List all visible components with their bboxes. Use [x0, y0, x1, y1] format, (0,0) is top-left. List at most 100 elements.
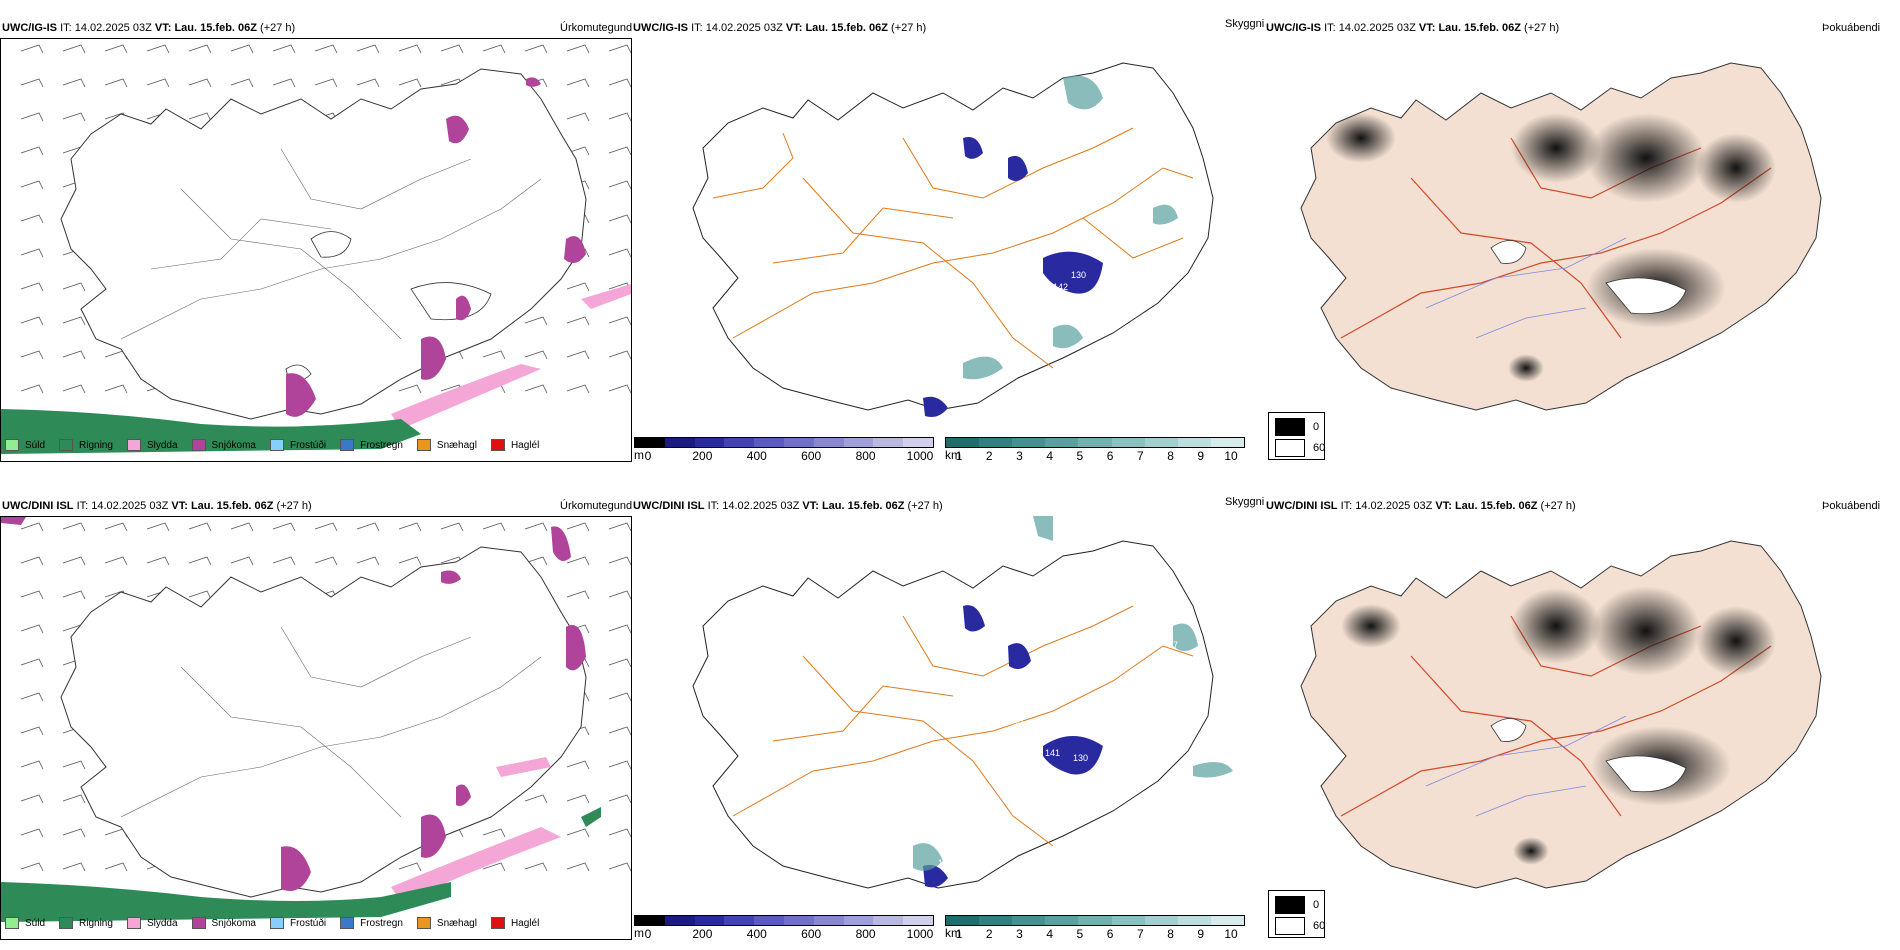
wind-barb	[566, 44, 590, 54]
wind-barb	[482, 350, 506, 360]
wind-barb	[146, 556, 170, 566]
wind-barb	[20, 862, 44, 872]
low-cloud-areas	[923, 605, 1103, 888]
wind-barb	[230, 522, 254, 532]
wind-barb	[524, 316, 548, 326]
visibility-colorbar-cells	[945, 915, 1245, 926]
colorbar-cell	[783, 916, 814, 925]
cloud-base-label: 90	[1138, 718, 1148, 728]
colorbar-cell	[1012, 438, 1046, 447]
wind-barb	[398, 862, 422, 872]
valid-time: Lau. 15.feb. 06Z	[190, 500, 274, 512]
model-name: UWC/DINI ISL	[2, 500, 74, 512]
precip-legend-swatch	[340, 917, 355, 929]
wind-barb	[482, 522, 506, 532]
row-ig-is: UWC/IG-IS IT: 14.02.2025 03Z VT: Lau. 15…	[0, 0, 1900, 470]
wind-barb	[230, 556, 254, 566]
wind-barb	[20, 282, 44, 292]
cloud-base-label: 30	[748, 603, 758, 613]
fog-indicator-map[interactable]	[1266, 38, 1900, 418]
cloud-base-label: 10	[1133, 242, 1143, 252]
visibility-cloudbase-map[interactable]: 226 195 141 157 130 90 96 30 10 11 16 177 87 30 18	[633, 516, 1263, 916]
rain-area	[1, 409, 421, 454]
wind-barb	[188, 78, 212, 88]
colorbar-cell	[903, 438, 933, 447]
colorbar-tick-label: 5	[1076, 449, 1084, 463]
cloud-base-label: 130	[1073, 753, 1088, 763]
wind-barb	[20, 828, 44, 838]
wind-barb	[20, 522, 44, 532]
precip-legend-label: Snæhagl	[436, 917, 477, 929]
wind-barb	[62, 760, 86, 770]
wind-barb	[188, 522, 212, 532]
colorbar-cell	[694, 916, 725, 925]
precip-legend-label: Frostúði	[289, 439, 327, 451]
wind-barb	[62, 590, 86, 600]
wind-barb	[356, 78, 380, 88]
precip-legend-label: Súld	[25, 917, 46, 929]
precip-legend-label: Frostregn	[360, 439, 403, 451]
colorbar-cell	[1144, 438, 1178, 447]
colorbar-tick-label: 600	[801, 927, 822, 941]
colorbar-tick-label: 4	[1046, 449, 1053, 463]
fog-indicator-map[interactable]	[1266, 516, 1900, 896]
wind-barb	[608, 112, 631, 122]
fog-header: UWC/IG-IS IT: 14.02.2025 03Z VT: Lau. 15…	[1266, 22, 1560, 34]
wind-barb	[524, 522, 548, 532]
wind-barb	[272, 78, 296, 88]
colorbar-cell	[979, 438, 1013, 447]
wind-barb	[20, 590, 44, 600]
colorbar-tick-label: 1000	[906, 927, 934, 941]
precip-legend-label: Slydda	[146, 439, 178, 451]
precip-header: UWC/DINI ISL IT: 14.02.2025 03Z VT: Lau.…	[2, 500, 312, 512]
wind-barb	[20, 658, 44, 668]
wind-barb	[608, 658, 631, 668]
wind-barb	[272, 522, 296, 532]
wind-barb	[62, 862, 86, 872]
precip-legend-item: Snæhagl	[416, 917, 477, 929]
precip-type-map[interactable]: Súld Rigning Slydda Snjókoma Frostúði Frostre…	[0, 38, 632, 462]
wind-barb	[20, 384, 44, 394]
wind-barb	[608, 316, 631, 326]
wind-barb	[566, 316, 590, 326]
colorbar-cell	[664, 916, 695, 925]
precip-legend-item: Frostúði	[269, 917, 326, 929]
colorbar-tick-label: 7	[1136, 927, 1144, 941]
wind-barb	[62, 522, 86, 532]
wind-barb	[398, 384, 422, 394]
wind-barb	[566, 556, 590, 566]
precip-legend: Súld Rigning Slydda Snjókoma Frostúði Frostre…	[5, 439, 553, 451]
precip-map-svg	[1, 44, 631, 454]
snow-areas	[286, 77, 586, 417]
wind-barb	[440, 44, 464, 54]
wind-barb	[20, 760, 44, 770]
snow-areas	[1, 517, 586, 891]
visibility-cloudbase-map[interactable]: 164 86 142 130 106 122 72 38 77 10 10 22 29 19 10 13	[633, 38, 1263, 438]
lead-time: (+27 h)	[260, 22, 296, 34]
precip-legend-item: Haglél	[490, 439, 540, 451]
precip-legend-label: Haglél	[510, 439, 540, 451]
wind-barb	[62, 794, 86, 804]
precip-legend-label: Rigning	[79, 917, 113, 929]
wind-barb	[398, 44, 422, 54]
colorbar-cell	[843, 438, 874, 447]
wind-barb	[608, 828, 631, 838]
precip-type-map[interactable]: Súld Rigning Slydda Snjókoma Frostúði Frostre…	[0, 516, 632, 940]
cloud-base-label: 226	[923, 830, 938, 840]
wind-barb	[314, 522, 338, 532]
colorbar-tick-label: 800	[855, 927, 876, 941]
wind-barb	[20, 692, 44, 702]
wind-barb	[440, 522, 464, 532]
cloud-base-label: 30	[1013, 718, 1023, 728]
colorbar-tick-label: 10	[1224, 449, 1238, 463]
cloud-base-ticks: 0 200 400 600 800 1000	[634, 926, 934, 941]
wind-barb	[20, 248, 44, 258]
wind-barb	[608, 214, 631, 224]
wind-barb	[524, 862, 548, 872]
precip-legend-swatch	[191, 439, 206, 451]
cloud-base-label: 72	[1028, 192, 1038, 202]
wind-barb	[62, 556, 86, 566]
wind-barb	[566, 828, 590, 838]
wind-barb	[314, 44, 338, 54]
colorbar-cell	[813, 916, 844, 925]
